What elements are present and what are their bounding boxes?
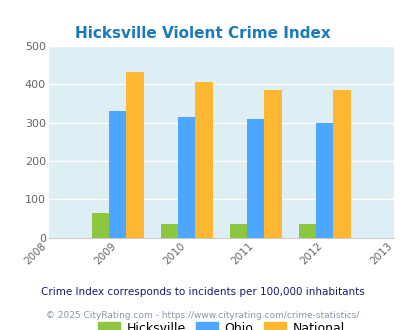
Legend: Hicksville, Ohio, National: Hicksville, Ohio, National xyxy=(93,316,349,330)
Bar xyxy=(160,224,178,238)
Bar xyxy=(195,82,212,238)
Bar xyxy=(264,90,281,238)
Text: © 2025 CityRating.com - https://www.cityrating.com/crime-statistics/: © 2025 CityRating.com - https://www.city… xyxy=(46,311,359,320)
Text: Crime Index corresponds to incidents per 100,000 inhabitants: Crime Index corresponds to incidents per… xyxy=(41,287,364,297)
Bar xyxy=(126,72,143,238)
Bar xyxy=(92,214,109,238)
Bar xyxy=(333,90,350,238)
Bar xyxy=(178,117,195,238)
Bar xyxy=(315,123,333,238)
Text: Hicksville Violent Crime Index: Hicksville Violent Crime Index xyxy=(75,25,330,41)
Bar xyxy=(229,224,247,238)
Bar xyxy=(109,111,126,238)
Bar xyxy=(247,119,264,238)
Bar xyxy=(298,224,315,238)
